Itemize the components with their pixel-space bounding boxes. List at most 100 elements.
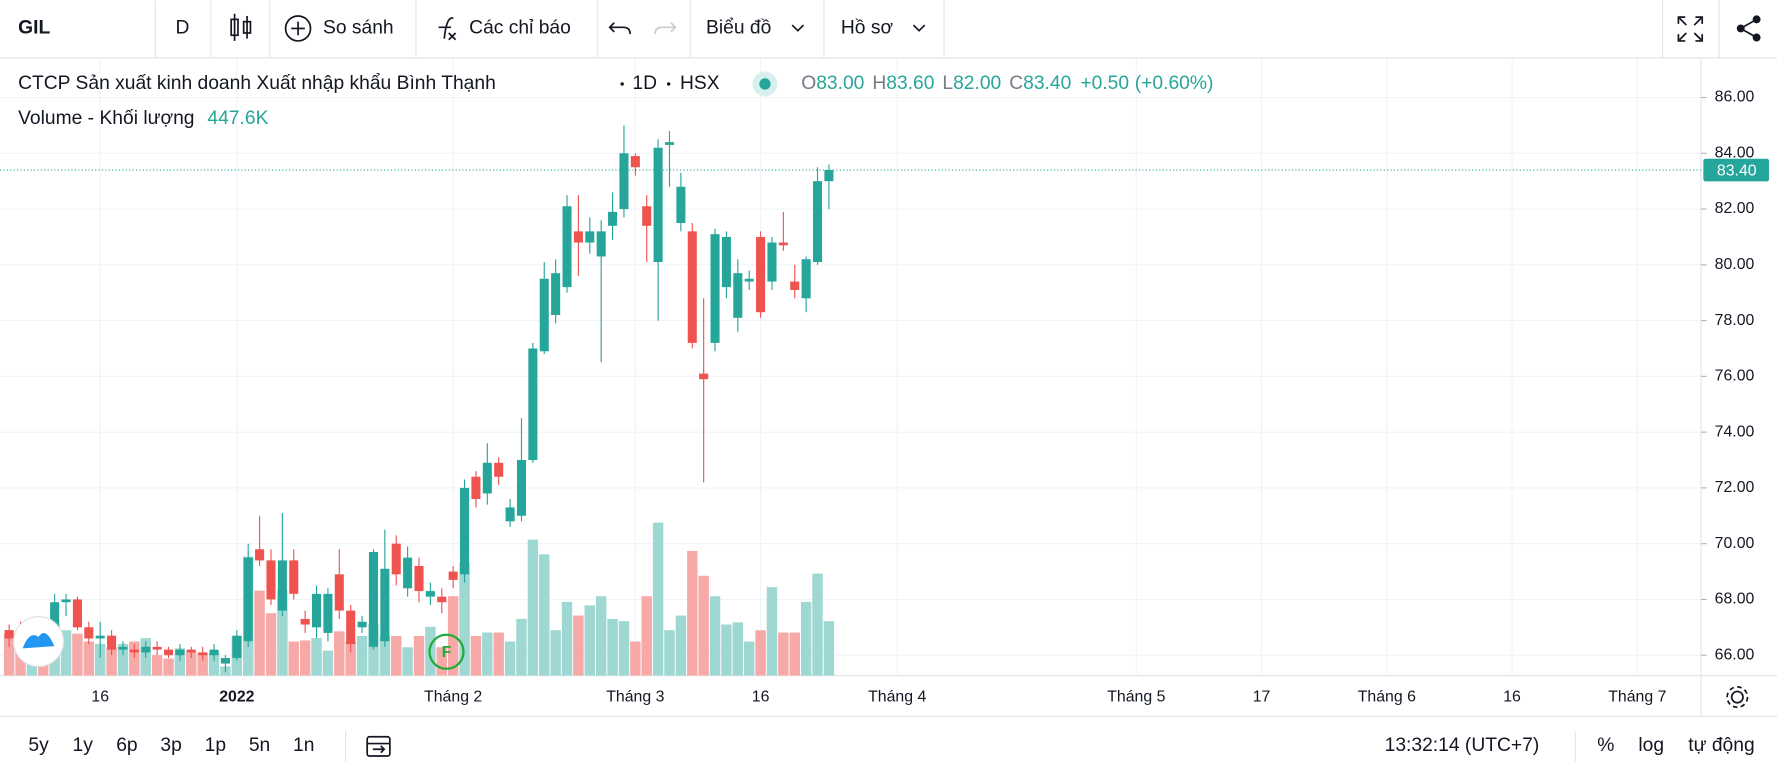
y-tick-label: 68.00 bbox=[1715, 591, 1755, 608]
volume-bar bbox=[561, 601, 573, 676]
volume-bar bbox=[265, 613, 277, 676]
candle-body bbox=[551, 273, 561, 316]
share-icon[interactable] bbox=[1736, 15, 1761, 42]
candle-body bbox=[642, 206, 652, 226]
symbol[interactable]: GIL bbox=[18, 18, 50, 39]
volume-bar bbox=[151, 655, 163, 676]
range-button[interactable]: 1p bbox=[205, 735, 226, 756]
volume-bar bbox=[379, 635, 391, 676]
ohlc-key: L bbox=[942, 73, 953, 94]
candle-body bbox=[812, 181, 823, 263]
volume-bar bbox=[721, 624, 732, 676]
volume-bar bbox=[823, 621, 835, 676]
candle-layer bbox=[4, 125, 834, 672]
y-tick-label: 76.00 bbox=[1715, 368, 1755, 385]
candle-body bbox=[414, 565, 424, 592]
y-tick-label: 86.00 bbox=[1715, 89, 1755, 106]
event-marker-ring[interactable] bbox=[428, 633, 465, 670]
redo-icon[interactable] bbox=[654, 22, 677, 35]
range-button[interactable]: 1y bbox=[73, 735, 94, 756]
volume-bar bbox=[299, 640, 311, 676]
candle-body bbox=[255, 549, 265, 561]
candle-body bbox=[357, 621, 367, 628]
percent-toggle[interactable]: % bbox=[1597, 735, 1614, 756]
x-tick-label: 2022 bbox=[219, 688, 254, 705]
candle-body bbox=[482, 462, 492, 494]
volume-bar bbox=[789, 632, 800, 676]
volume-bar bbox=[493, 632, 504, 676]
volume-bar bbox=[618, 621, 630, 676]
y-tick-label: 74.00 bbox=[1715, 423, 1755, 440]
compare-icon[interactable] bbox=[284, 15, 312, 42]
candle-body bbox=[653, 147, 663, 263]
y-tick-label: 82.00 bbox=[1715, 200, 1755, 217]
volume-bar bbox=[652, 522, 664, 676]
profile-button[interactable]: Hồ sơ bbox=[841, 18, 894, 39]
volume-bar bbox=[413, 635, 425, 676]
indicators-icon[interactable] bbox=[438, 17, 457, 41]
candle-body bbox=[84, 627, 94, 639]
candle-body bbox=[277, 560, 287, 611]
volume-bar bbox=[129, 641, 140, 676]
volume-bar bbox=[288, 641, 299, 676]
x-tick-label: 16 bbox=[91, 688, 109, 705]
y-tick-label: 84.00 bbox=[1715, 144, 1755, 161]
candle-body bbox=[437, 596, 447, 603]
chart-type-button[interactable]: Biểu đồ bbox=[706, 18, 771, 39]
last-price-box bbox=[1703, 158, 1770, 182]
dropdown-arrow[interactable] bbox=[791, 24, 805, 32]
auto-toggle[interactable]: tự động bbox=[1688, 735, 1754, 756]
volume-bar bbox=[743, 641, 755, 676]
change-pct: (+0.60%) bbox=[1135, 73, 1214, 94]
settings-icon[interactable] bbox=[1726, 686, 1749, 709]
indicators-button[interactable]: Các chỉ báo bbox=[469, 18, 571, 39]
candle-body bbox=[767, 242, 777, 282]
candle-body bbox=[95, 635, 105, 639]
candle-icon[interactable] bbox=[230, 13, 252, 41]
toolbar: GIL D So sánh Các chỉ báo Biểu đồ Hồ sơ bbox=[0, 0, 1777, 59]
ohlc-value: 82.00 bbox=[953, 73, 1001, 94]
candle-body bbox=[630, 156, 640, 168]
change: +0.50 bbox=[1080, 73, 1129, 94]
interval-button[interactable]: D bbox=[176, 18, 190, 39]
volume-bar bbox=[72, 633, 83, 676]
dropdown-arrow[interactable] bbox=[912, 24, 926, 32]
fullscreen-icon[interactable] bbox=[1677, 16, 1704, 42]
volume-bar bbox=[459, 562, 470, 676]
y-tick-label: 70.00 bbox=[1715, 535, 1755, 552]
range-button[interactable]: 3p bbox=[160, 735, 181, 756]
volume-bar bbox=[732, 622, 744, 676]
range-button[interactable]: 1n bbox=[293, 735, 314, 756]
range-button[interactable]: 5y bbox=[28, 735, 49, 756]
candle-body bbox=[528, 348, 538, 461]
ohlc-legend: O83.00 H83.60 L82.00 C83.40 +0.50 (+0.60%) bbox=[801, 73, 1213, 94]
candle-body bbox=[118, 646, 128, 650]
y-tick-label: 66.00 bbox=[1715, 646, 1755, 663]
volume-bar bbox=[163, 658, 174, 676]
separator-dot bbox=[620, 82, 624, 86]
date-range-icon[interactable] bbox=[366, 735, 391, 757]
range-button[interactable]: 6p bbox=[116, 735, 137, 756]
candle-body bbox=[311, 593, 322, 628]
event-marker[interactable]: F bbox=[442, 644, 452, 661]
candle-body bbox=[687, 231, 697, 343]
volume-bar bbox=[778, 632, 789, 676]
undo-icon[interactable] bbox=[608, 22, 631, 35]
log-toggle[interactable]: log bbox=[1638, 735, 1664, 756]
candle-body bbox=[744, 278, 754, 282]
chart-title: CTCP Sản xuất kinh doanh Xuất nhập khẩu … bbox=[18, 73, 496, 94]
separator-dot bbox=[666, 82, 671, 86]
volume-bar bbox=[755, 630, 766, 676]
volume-bar bbox=[83, 641, 95, 676]
range-button[interactable]: 5n bbox=[249, 735, 270, 756]
volume-bar bbox=[60, 630, 72, 676]
candle-body bbox=[699, 373, 709, 380]
compare-button[interactable]: So sánh bbox=[323, 18, 394, 39]
ohlc-value: 83.40 bbox=[1023, 73, 1071, 94]
candle-body bbox=[790, 281, 800, 290]
candle-body bbox=[664, 142, 675, 145]
candle-body bbox=[50, 602, 60, 636]
volume-bar bbox=[368, 624, 379, 676]
volume-bar bbox=[504, 641, 516, 676]
